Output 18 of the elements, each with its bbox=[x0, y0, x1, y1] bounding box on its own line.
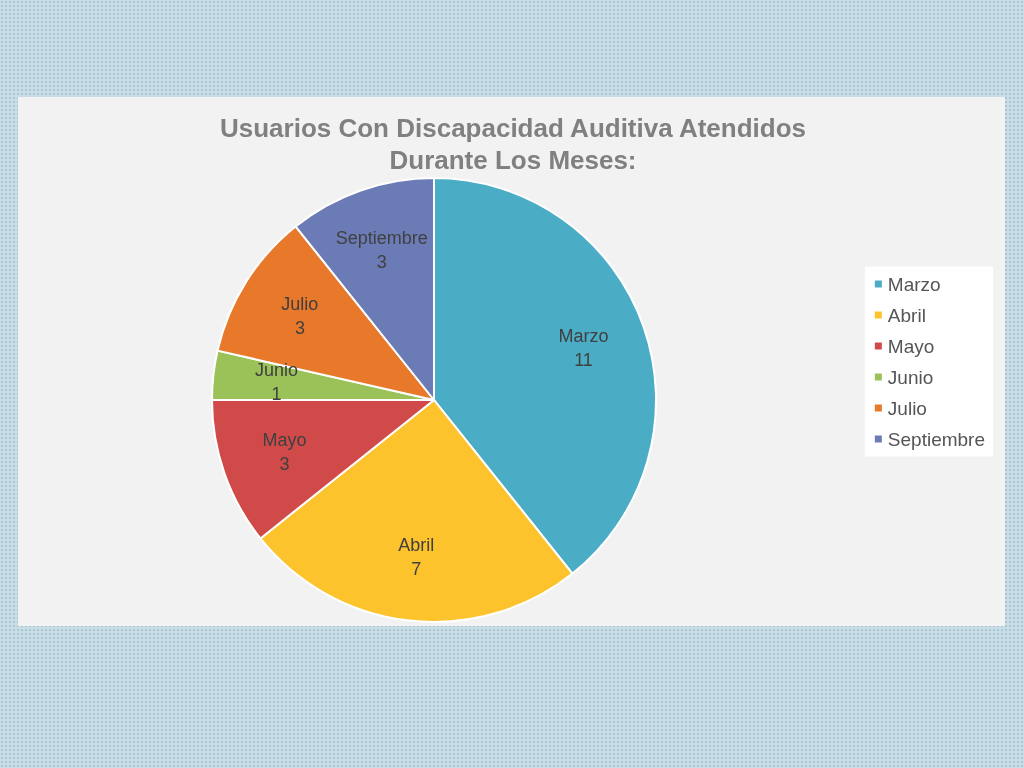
data-label: 3 bbox=[294, 317, 305, 338]
slice-label: Marzo bbox=[558, 325, 609, 346]
legend-label: Mayo bbox=[887, 335, 935, 357]
legend-label: Abril bbox=[887, 304, 926, 326]
data-label: 3 bbox=[376, 252, 387, 273]
slice-label: Julio bbox=[281, 293, 319, 314]
legend-label: Junio bbox=[887, 366, 934, 388]
data-label: 7 bbox=[411, 559, 422, 580]
chart-title: Usuarios Con Discapacidad Auditiva Atendidos Durante Los Meses: bbox=[219, 113, 807, 175]
data-label: 11 bbox=[574, 349, 593, 370]
data-label: 3 bbox=[279, 454, 290, 475]
legend-label: Julio bbox=[887, 397, 927, 419]
slice-label: Mayo bbox=[262, 430, 307, 451]
slice-label: Abril bbox=[398, 535, 435, 556]
legend-label: Septiembre bbox=[887, 428, 986, 450]
legend-label: Marzo bbox=[887, 273, 941, 295]
slice-label: Septiembre bbox=[335, 228, 428, 249]
slice-label: Junio bbox=[255, 360, 299, 381]
